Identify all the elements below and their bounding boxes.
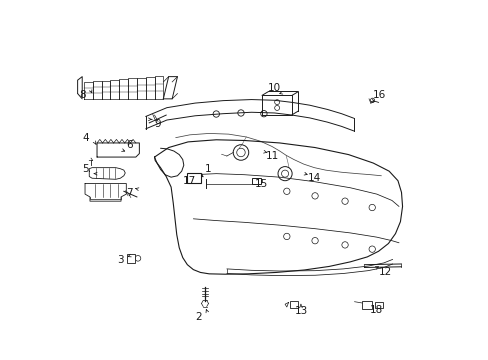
Polygon shape (85, 184, 126, 201)
Polygon shape (154, 140, 402, 274)
Text: 14: 14 (307, 173, 320, 183)
Text: 9: 9 (154, 118, 161, 129)
Text: 8: 8 (79, 90, 85, 100)
FancyBboxPatch shape (289, 301, 298, 309)
Text: 17: 17 (183, 176, 196, 186)
Text: 18: 18 (369, 305, 383, 315)
Text: 11: 11 (265, 151, 279, 161)
Text: 13: 13 (294, 306, 307, 316)
FancyBboxPatch shape (361, 301, 371, 309)
Text: 7: 7 (126, 188, 133, 198)
Text: 16: 16 (372, 90, 385, 100)
Text: 4: 4 (82, 133, 89, 143)
FancyBboxPatch shape (252, 178, 260, 184)
Text: 12: 12 (378, 267, 391, 277)
Text: 15: 15 (254, 179, 267, 189)
FancyBboxPatch shape (374, 302, 382, 308)
Text: 3: 3 (117, 256, 123, 265)
Text: 5: 5 (82, 165, 89, 174)
Text: 10: 10 (267, 83, 281, 93)
Polygon shape (89, 168, 125, 179)
Polygon shape (97, 143, 139, 157)
FancyBboxPatch shape (187, 173, 201, 183)
FancyBboxPatch shape (127, 254, 135, 262)
Text: 6: 6 (126, 140, 133, 150)
Text: 1: 1 (205, 165, 211, 174)
Text: 2: 2 (195, 312, 202, 322)
